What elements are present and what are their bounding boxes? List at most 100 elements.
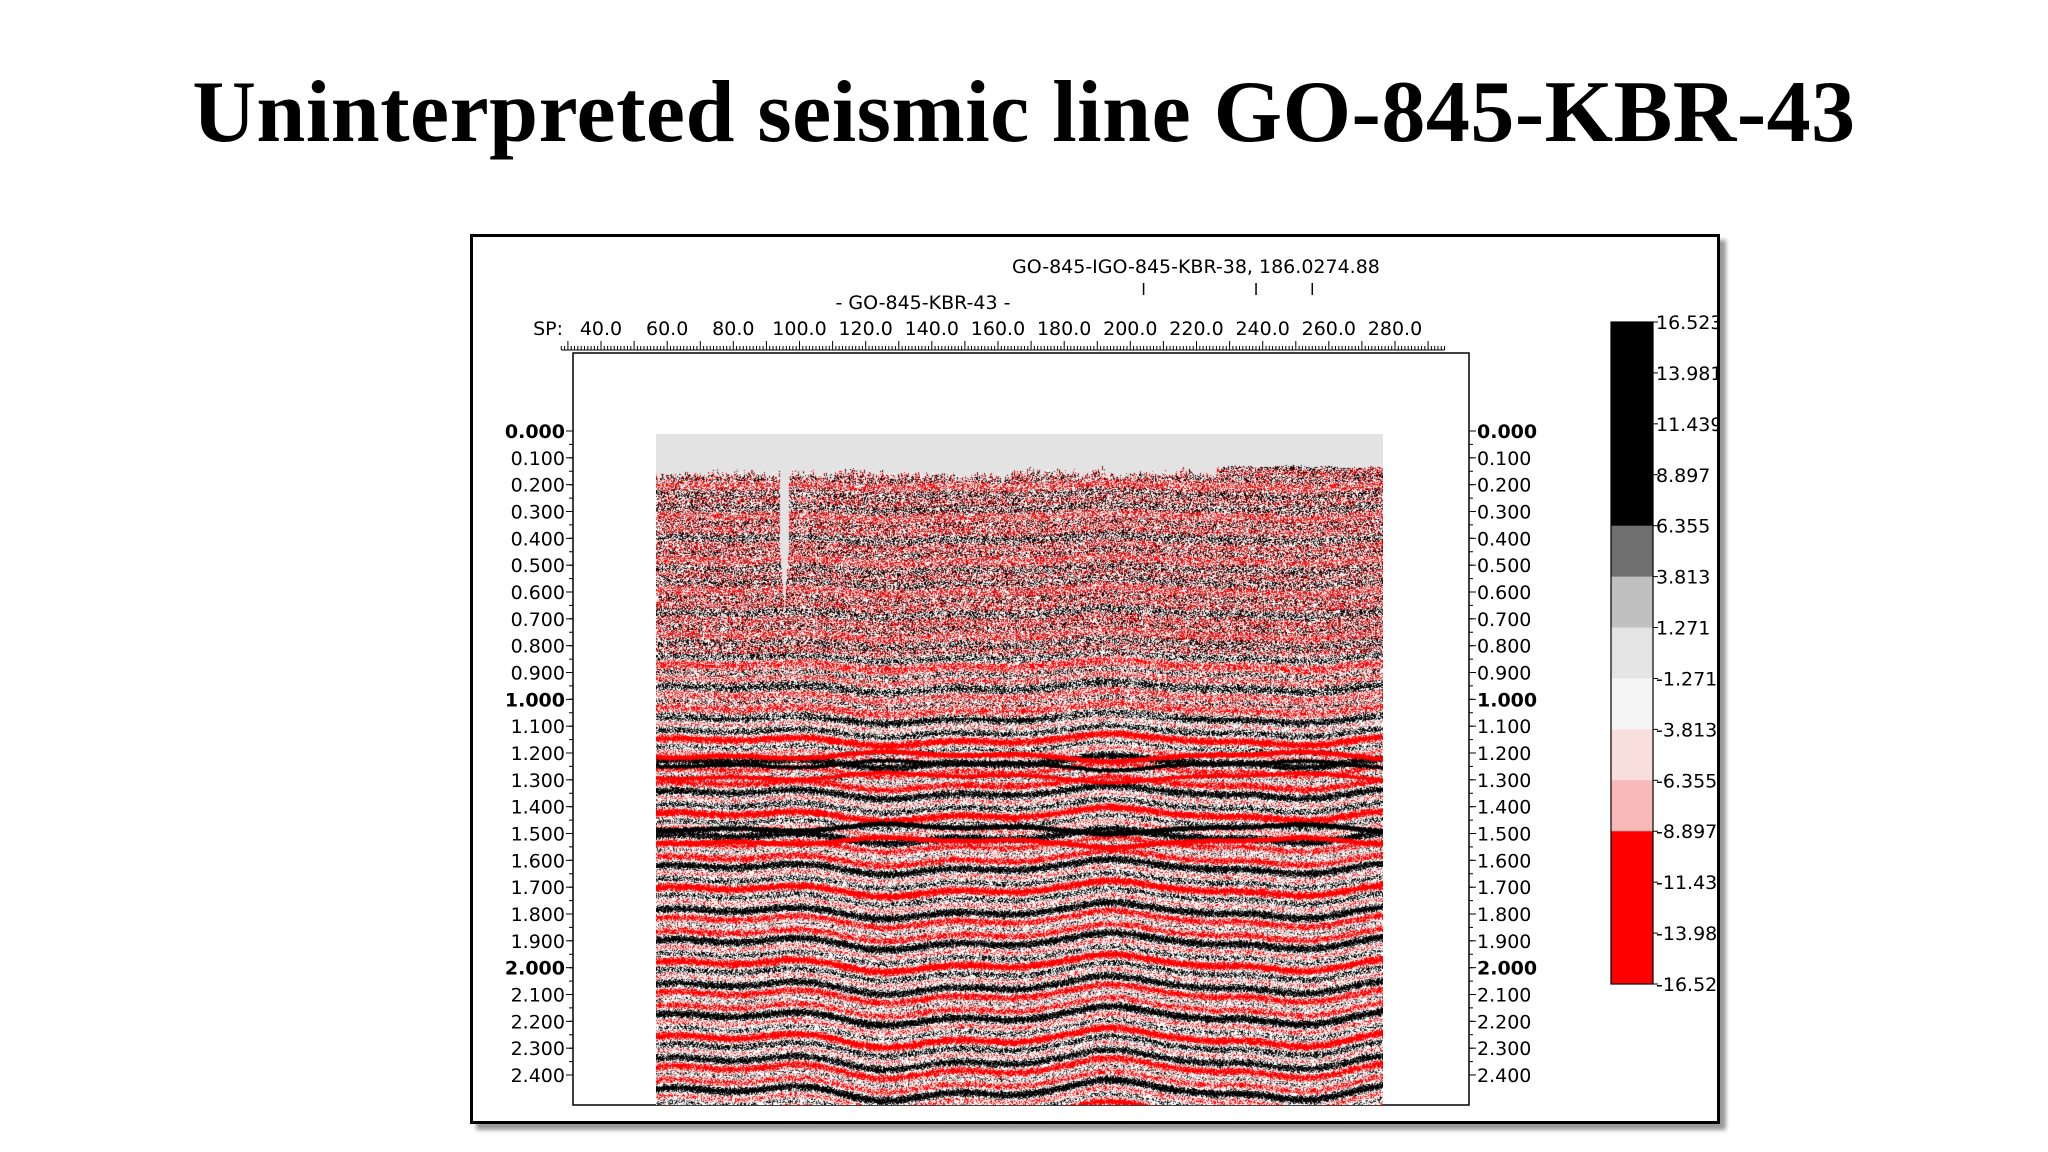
- colorbar-bin: [1611, 576, 1653, 629]
- time-tick-label-right: 2.100: [1477, 985, 1531, 1007]
- colorbar-label: 3.813: [1656, 567, 1710, 589]
- time-tick-label-left: 1.100: [511, 716, 565, 738]
- colorbar-label: -8.897: [1656, 821, 1717, 843]
- colorbar-bin: [1611, 474, 1653, 527]
- colorbar-label: -11.439: [1656, 872, 1717, 894]
- time-tick-label-left: 1.700: [511, 877, 565, 899]
- time-tick-label-right: 0.700: [1477, 609, 1531, 631]
- time-axis-right: 0.000 0.100 0.200 0.300 0.400 0.500 0.600 0.700…: [1469, 421, 1537, 1087]
- colorbar-bin: [1611, 933, 1653, 985]
- time-tick-label-right: 1.800: [1477, 904, 1531, 926]
- sp-tick-label: 260.0: [1302, 318, 1356, 340]
- sp-axis-label: SP:: [533, 318, 563, 340]
- seismic-figure: GO-845-IGO-845-KBR-38, 186.0274.88- GO-8…: [470, 234, 1720, 1124]
- sp-tick-label: 140.0: [905, 318, 959, 340]
- colorbar-label: 13.981: [1656, 363, 1717, 385]
- time-tick-label-right: 2.200: [1477, 1011, 1531, 1033]
- time-tick-label-left: 1.500: [511, 824, 565, 846]
- sp-minor-ticks: [560, 341, 1446, 350]
- time-tick-label-right: 2.000: [1477, 958, 1537, 980]
- sp-tick-label: 240.0: [1235, 318, 1289, 340]
- colorbar-label: -16.523: [1656, 974, 1717, 996]
- time-tick-label-right: 1.900: [1477, 931, 1531, 953]
- sp-tick-label: 80.0: [712, 318, 754, 340]
- time-tick-label-right: 0.800: [1477, 636, 1531, 658]
- time-tick-label-left: 1.900: [511, 931, 565, 953]
- time-tick-label-right: 2.300: [1477, 1038, 1531, 1060]
- time-tick-label-left: 0.700: [511, 609, 565, 631]
- colorbar-label: -13.981: [1656, 923, 1717, 945]
- time-tick-label-left: 2.400: [511, 1065, 565, 1087]
- time-tick-label-left: 0.800: [511, 636, 565, 658]
- colorbar-label: -6.355: [1656, 770, 1717, 792]
- colorbar-label: -3.813: [1656, 719, 1717, 741]
- sp-tick-label: 280.0: [1368, 318, 1422, 340]
- time-tick-label-left: 2.300: [511, 1038, 565, 1060]
- time-tick-label-left: 2.200: [511, 1011, 565, 1033]
- colorbar-label: 1.271: [1656, 618, 1710, 640]
- time-tick-label-left: 0.200: [511, 475, 565, 497]
- time-tick-label-right: 0.100: [1477, 448, 1531, 470]
- time-axis-left: 0.000 0.100 0.200 0.300 0.400 0.500 0.600 0.700…: [505, 421, 573, 1087]
- time-tick-label-right: 0.600: [1477, 582, 1531, 604]
- time-tick-label-left: 1.000: [505, 689, 565, 711]
- time-tick-label-right: 1.400: [1477, 797, 1531, 819]
- time-tick-label-left: 2.000: [505, 958, 565, 980]
- time-minor-ticks-left: [569, 430, 573, 1076]
- time-tick-label-left: 1.400: [511, 797, 565, 819]
- time-tick-label-right: 1.200: [1477, 743, 1531, 765]
- time-tick-label-right: 0.300: [1477, 502, 1531, 524]
- colorbar-bin: [1611, 423, 1653, 476]
- sp-tick-label: 60.0: [646, 318, 688, 340]
- colorbar-bin: [1611, 831, 1653, 883]
- colorbar-label: 11.439: [1656, 414, 1717, 436]
- colorbar-label: 16.523: [1656, 312, 1717, 334]
- time-tick-label-right: 0.500: [1477, 555, 1531, 577]
- sp-tick-label: 40.0: [580, 318, 622, 340]
- slide-title: Uninterpreted seismic line GO-845-KBR-43: [192, 64, 1856, 161]
- colorbar-label: 6.355: [1656, 516, 1710, 538]
- time-tick-label-left: 0.900: [511, 663, 565, 685]
- colorbar-label: -1.271: [1656, 668, 1717, 690]
- colorbar-bin: [1611, 322, 1653, 374]
- time-tick-label-right: 0.900: [1477, 663, 1531, 685]
- colorbar-bin: [1611, 372, 1653, 425]
- time-tick-label-left: 0.400: [511, 528, 565, 550]
- time-tick-label-right: 0.000: [1477, 421, 1537, 443]
- time-tick-label-left: 0.100: [511, 448, 565, 470]
- intersection-label: GO-845-IGO-845-KBR-38, 186.0274.88: [1012, 256, 1380, 278]
- seismic-section-image: [656, 460, 1383, 1105]
- sp-tick-label: 200.0: [1103, 318, 1157, 340]
- colorbar-bin: [1611, 678, 1653, 730]
- sp-tick-label: 220.0: [1169, 318, 1223, 340]
- time-tick-label-left: 0.300: [511, 502, 565, 524]
- mute-zone: [656, 434, 1383, 460]
- time-tick-label-left: 1.600: [511, 850, 565, 872]
- time-tick-label-right: 1.500: [1477, 824, 1531, 846]
- shotpoint-axis: SP: 40.0 60.0 80.0 100.0 120.0 140.0 160.0 180.0…: [533, 318, 1446, 351]
- header-annotations: GO-845-IGO-845-KBR-38, 186.0274.88- GO-8…: [836, 256, 1380, 314]
- time-tick-label-right: 1.300: [1477, 770, 1531, 792]
- sp-tick-label: 160.0: [971, 318, 1025, 340]
- time-tick-label-right: 1.000: [1477, 689, 1537, 711]
- sp-tick-label: 100.0: [772, 318, 826, 340]
- time-tick-label-right: 1.600: [1477, 850, 1531, 872]
- time-tick-label-right: 1.100: [1477, 716, 1531, 738]
- time-tick-label-left: 1.200: [511, 743, 565, 765]
- time-tick-label-right: 2.400: [1477, 1065, 1531, 1087]
- colorbar-frame: [1610, 321, 1654, 985]
- time-tick-label-right: 1.700: [1477, 877, 1531, 899]
- time-tick-label-left: 1.300: [511, 770, 565, 792]
- time-tick-label-left: 2.100: [511, 985, 565, 1007]
- time-tick-label-left: 0.500: [511, 555, 565, 577]
- time-tick-label-left: 0.600: [511, 582, 565, 604]
- colorbar-bin: [1611, 882, 1653, 934]
- time-tick-label-right: 0.400: [1477, 528, 1531, 550]
- line-name-label: - GO-845-KBR-43 -: [836, 292, 1011, 314]
- amplitude-colorbar: 16.523 13.981 11.439 8.897 6.355 3.813 1.271 -1…: [1610, 312, 1717, 996]
- time-minor-ticks-right: [1469, 430, 1473, 1076]
- colorbar-bin: [1611, 525, 1653, 578]
- colorbar-bin: [1611, 780, 1653, 832]
- time-tick-label-left: 1.800: [511, 904, 565, 926]
- time-tick-label-right: 0.200: [1477, 475, 1531, 497]
